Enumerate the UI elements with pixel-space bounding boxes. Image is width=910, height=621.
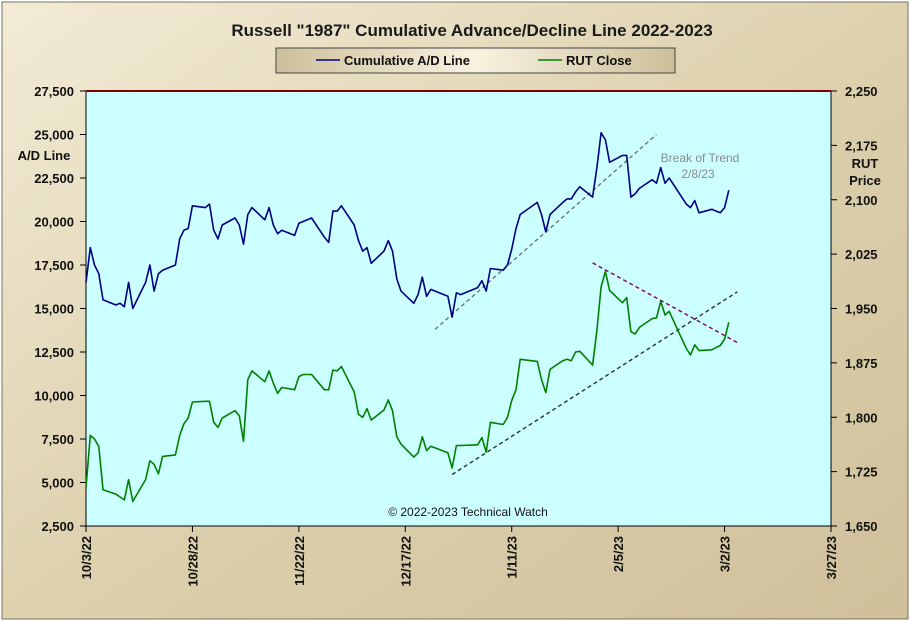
legend-label-rut-close: RUT Close (566, 53, 632, 68)
copyright-text: © 2022-2023 Technical Watch (388, 505, 548, 519)
legend-box (275, 47, 676, 74)
left-axis-tick-label: 15,000 (34, 302, 74, 317)
break-of-trend-annotation: Break of Trend (661, 151, 740, 165)
chart-title: Russell "1987" Cumulative Advance/Declin… (231, 21, 712, 40)
right-axis-tick-label: 1,875 (845, 356, 878, 371)
left-axis-tick-label: 20,000 (34, 215, 74, 230)
series-line-rut (85, 270, 730, 503)
x-axis-tick-label: 12/17/22 (398, 536, 413, 587)
x-axis-tick-label: 3/2/23 (718, 536, 733, 572)
left-axis-tick-label: 12,500 (34, 345, 74, 360)
right-axis-tick-label: 2,175 (845, 138, 878, 153)
right-axis: 1,650 1,725 1,800 1,875 1,950 2,025 2,100 2,175… (831, 84, 878, 534)
left-axis-tick-label: 2,500 (41, 519, 74, 534)
right-axis-title-line2: Price (849, 173, 881, 188)
left-axis-title: A/D Line (18, 148, 71, 163)
left-axis-tick-label: 25,000 (34, 128, 74, 143)
left-axis: 2,500 5,000 7,500 10,000 12,500 15,000 17,500 2… (34, 84, 86, 534)
right-axis-tick-label: 2,100 (845, 193, 878, 208)
right-axis-tick-label: 1,800 (845, 410, 878, 425)
right-axis-tick-label: 2,025 (845, 247, 878, 262)
series-lines (85, 132, 730, 503)
trendline (451, 291, 738, 476)
right-axis-title-line1: RUT (852, 156, 879, 171)
x-axis: 10/3/22 10/28/22 11/22/22 12/17/22 1/11/23 2/… (79, 526, 839, 587)
right-axis-tick-label: 2,250 (845, 84, 878, 99)
series-line-ad (85, 132, 730, 319)
left-axis-tick-label: 5,000 (41, 476, 74, 491)
x-axis-tick-label: 2/5/23 (611, 536, 626, 572)
right-axis-tick-label: 1,725 (845, 465, 878, 480)
x-axis-tick-label: 1/11/23 (505, 536, 520, 579)
left-axis-tick-label: 7,500 (41, 432, 74, 447)
x-axis-tick-label: 3/27/23 (824, 536, 839, 579)
legend-label-ad-line: Cumulative A/D Line (344, 53, 470, 68)
left-axis-tick-label: 27,500 (34, 84, 74, 99)
x-axis-tick-label: 10/28/22 (185, 536, 200, 587)
left-axis-tick-label: 17,500 (34, 258, 74, 273)
left-axis-tick-label: 10,000 (34, 389, 74, 404)
left-axis-tick-label: 22,500 (34, 171, 74, 186)
x-axis-tick-label: 11/22/22 (292, 536, 307, 586)
break-of-trend-date: 2/8/23 (681, 167, 715, 181)
right-axis-tick-label: 1,950 (845, 302, 878, 317)
x-axis-tick-label: 10/3/22 (79, 536, 94, 579)
legend: Cumulative A/D Line RUT Close (275, 47, 676, 74)
right-axis-tick-label: 1,650 (845, 519, 878, 534)
